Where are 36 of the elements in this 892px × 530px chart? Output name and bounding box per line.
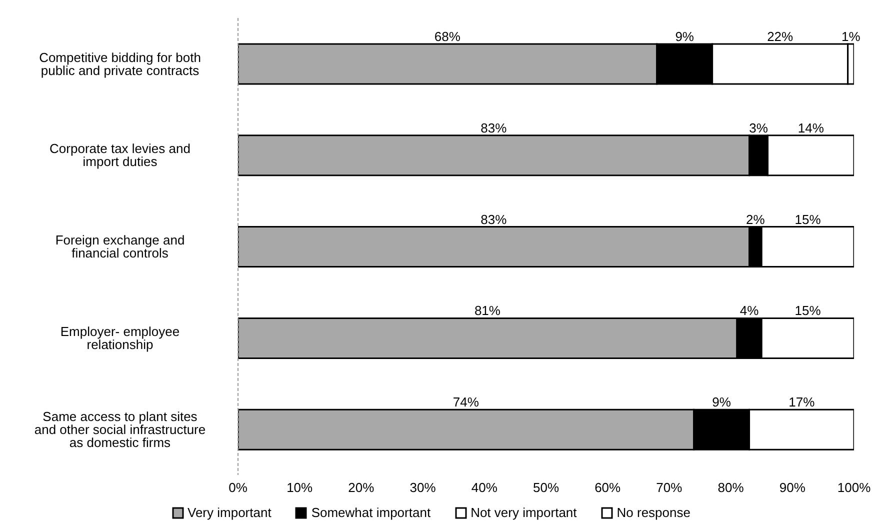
x-tick-label: 20% bbox=[348, 480, 375, 496]
data-label: 15% bbox=[794, 212, 822, 227]
legend-label: Not very important bbox=[470, 505, 577, 520]
data-label: 81% bbox=[474, 303, 501, 318]
y-tick-label: Competitive bidding for both public and private contracts bbox=[39, 50, 201, 78]
data-label: 83% bbox=[480, 120, 508, 136]
data-label: 15% bbox=[794, 303, 822, 318]
y-tick-label: Same access to plant sites and other social infrastructure as domestic firms bbox=[34, 408, 206, 450]
legend-label: Somewhat important bbox=[311, 505, 431, 520]
data-label: 1% bbox=[842, 29, 861, 44]
data-label: 68% bbox=[434, 29, 461, 44]
legend-label: Very important bbox=[188, 505, 272, 520]
legend-label: No response bbox=[616, 505, 690, 520]
data-label: 2% bbox=[746, 212, 766, 227]
x-tick-label: 40% bbox=[471, 480, 498, 496]
y-tick-label: Employer- employee relationship bbox=[60, 324, 180, 352]
data-label: 17% bbox=[788, 394, 816, 410]
x-tick-label: 60% bbox=[594, 480, 622, 496]
data-label: 9% bbox=[675, 29, 694, 44]
y-tick-label: Foreign exchange and financial controls bbox=[55, 232, 185, 261]
data-label: 22% bbox=[767, 29, 794, 44]
y-tick-label: Corporate tax levies and import duties bbox=[50, 141, 190, 170]
x-tick-label: 80% bbox=[718, 480, 744, 496]
x-tick-label: 30% bbox=[410, 480, 436, 496]
x-tick-label: 100% bbox=[837, 480, 872, 496]
x-tick-label: 90% bbox=[779, 480, 806, 496]
x-tick-label: 0% bbox=[228, 480, 248, 496]
x-tick-label: 10% bbox=[286, 480, 314, 496]
data-label: 14% bbox=[798, 120, 824, 136]
data-label: 74% bbox=[452, 394, 480, 410]
data-label: 4% bbox=[740, 303, 760, 318]
data-label: 83% bbox=[480, 212, 508, 227]
data-label: 9% bbox=[712, 394, 732, 410]
x-tick-label: 50% bbox=[532, 480, 560, 496]
data-label: 3% bbox=[749, 120, 768, 136]
x-tick-label: 70% bbox=[656, 480, 683, 496]
